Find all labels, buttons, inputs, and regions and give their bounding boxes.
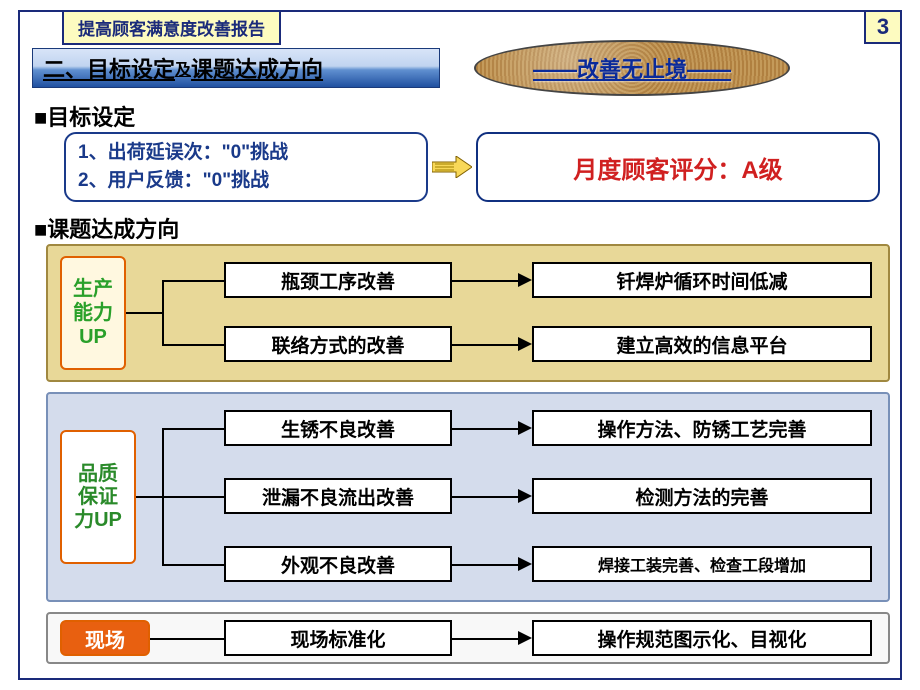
arrow-line [452,564,518,566]
direction-heading: ■课题达成方向 [34,212,179,244]
qual-mid-3: 外观不良改善 [224,546,452,582]
arrow-head-icon [518,557,532,571]
goal-item-1: 1、出荷延误次："0"挑战 [78,139,426,168]
result-label: 月度顾客评分：A级 [573,150,782,185]
page-number: 3 [864,10,902,44]
arrow-line [452,638,518,640]
qual-right-2: 检测方法的完善 [532,478,872,514]
goal-box: 1、出荷延误次："0"挑战 2、用户反馈："0"挑战 [64,132,428,202]
connector-line [162,496,224,498]
category-site: 现场 [60,620,150,656]
section-title-sub: 及 [175,56,191,80]
connector-line [150,638,224,640]
connector-line [162,564,224,566]
qual-mid-1: 生锈不良改善 [224,410,452,446]
connector-line [162,280,224,282]
goal-item-2: 2、用户反馈："0"挑战 [78,167,426,196]
category-quality: 品质 保证 力UP [60,430,136,564]
motto-ellipse: ——改善无止境—— [474,40,790,96]
site-right-1: 操作规范图示化、目视化 [532,620,872,656]
section-title-suffix: 课题达成方向 [191,52,323,84]
goal-heading: ■目标设定 [34,100,135,132]
arrow-head-icon [518,337,532,351]
connector-line [162,344,224,346]
connector-line [162,428,224,430]
qual-mid-2: 泄漏不良流出改善 [224,478,452,514]
category-production: 生产 能力 UP [60,256,126,370]
arrow-line [452,280,518,282]
report-title: 提高顾客满意度改善报告 [62,10,281,45]
arrow-head-icon [518,489,532,503]
motto-text: ——改善无止境—— [533,52,731,84]
arrow-line [452,428,518,430]
qual-right-3: 焊接工装完善、检查工段增加 [532,546,872,582]
arrow-line [452,496,518,498]
arrow-head-icon [518,421,532,435]
arrow-icon [432,156,472,178]
prod-right-1: 钎焊炉循环时间低减 [532,262,872,298]
qual-right-1: 操作方法、防锈工艺完善 [532,410,872,446]
prod-mid-1: 瓶颈工序改善 [224,262,452,298]
prod-mid-2: 联络方式的改善 [224,326,452,362]
site-mid-1: 现场标准化 [224,620,452,656]
arrow-head-icon [518,631,532,645]
arrow-head-icon [518,273,532,287]
section-title-bar: 二、目标设定 及 课题达成方向 [32,48,440,88]
arrow-line [452,344,518,346]
connector-line [162,280,164,346]
result-box: 月度顾客评分：A级 [476,132,880,202]
connector-line [126,312,162,314]
section-title-main: 二、目标设定 [43,52,175,84]
slide-frame: 提高顾客满意度改善报告 3 二、目标设定 及 课题达成方向 ——改善无止境—— … [18,10,902,680]
connector-line [136,496,162,498]
prod-right-2: 建立高效的信息平台 [532,326,872,362]
